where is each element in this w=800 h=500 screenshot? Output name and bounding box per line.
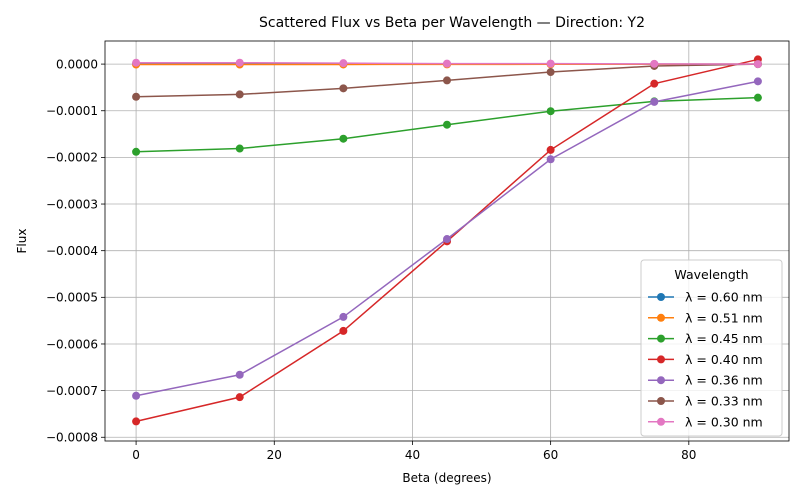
data-point: [443, 120, 451, 129]
legend-label: λ = 0.60 nm: [685, 290, 763, 305]
legend-marker: [657, 355, 665, 364]
legend-item: λ = 0.36 nm: [648, 373, 763, 388]
data-point: [235, 144, 244, 153]
y-tick-label: −0.0007: [46, 384, 98, 398]
legend-label: λ = 0.40 nm: [685, 352, 763, 367]
series-4: [132, 77, 762, 400]
legend-label: λ = 0.51 nm: [685, 310, 763, 325]
data-point: [235, 58, 244, 67]
data-point: [339, 84, 348, 93]
data-point: [546, 68, 555, 77]
y-tick-label: 0.0000: [56, 57, 98, 71]
legend-marker: [657, 334, 665, 343]
data-point: [132, 58, 141, 67]
y-tick-label: −0.0006: [46, 337, 98, 351]
y-tick-label: −0.0001: [46, 104, 98, 118]
data-point: [235, 370, 244, 379]
x-axis: 0 20 40 60 80: [132, 441, 696, 462]
y-axis: 0.0000 −0.0001 −0.0002 −0.0003 −0.0004 −0.000…: [46, 57, 105, 445]
data-point: [753, 93, 762, 102]
data-point: [132, 417, 141, 426]
legend-label: λ = 0.45 nm: [685, 331, 763, 346]
data-point: [339, 312, 348, 321]
legend-marker: [657, 376, 665, 385]
legend-marker: [657, 397, 665, 405]
y-tick-label: −0.0005: [46, 291, 98, 305]
data-point: [546, 59, 555, 68]
series-2: [132, 93, 762, 156]
data-point: [132, 391, 141, 400]
legend-marker: [657, 417, 665, 426]
plot-frame: [104, 40, 790, 442]
legend: Wavelength λ = 0.60 nm λ = 0.51 nm λ = 0.45…: [640, 259, 783, 437]
data-point: [753, 77, 762, 86]
data-point: [650, 97, 659, 106]
data-point: [650, 79, 659, 88]
series-layer: [132, 55, 762, 426]
legend-item: λ = 0.60 nm: [648, 290, 763, 305]
legend-item: λ = 0.33 nm: [648, 394, 763, 409]
legend-item: λ = 0.45 nm: [648, 331, 763, 346]
data-point: [546, 145, 555, 154]
y-axis-label: Flux: [15, 229, 29, 254]
y-tick-label: −0.0004: [46, 244, 98, 258]
chart-title: Scattered Flux vs Beta per Wavelength — …: [259, 15, 645, 31]
data-point: [339, 326, 348, 335]
legend-box: [640, 259, 783, 437]
data-point: [753, 60, 762, 69]
data-point: [235, 90, 244, 99]
legend-label: λ = 0.30 nm: [685, 414, 763, 429]
data-point: [443, 59, 451, 68]
x-tick-label: 60: [543, 448, 558, 462]
data-point: [339, 59, 348, 68]
data-point: [650, 59, 659, 68]
legend-title: Wavelength: [674, 267, 748, 282]
y-tick-label: −0.0003: [46, 197, 98, 211]
data-point: [132, 147, 141, 156]
legend-item: λ = 0.51 nm: [648, 310, 763, 325]
y-tick-label: −0.0008: [46, 431, 98, 445]
data-point: [546, 155, 555, 164]
legend-marker: [657, 313, 665, 322]
legend-label: λ = 0.33 nm: [685, 394, 763, 409]
legend-label: λ = 0.36 nm: [685, 373, 763, 388]
legend-item: λ = 0.40 nm: [648, 352, 763, 367]
x-tick-label: 20: [267, 448, 282, 462]
data-point: [339, 134, 348, 143]
data-point: [546, 107, 555, 116]
data-point: [132, 92, 141, 101]
y-tick-label: −0.0002: [46, 151, 98, 165]
series-6: [132, 58, 762, 69]
x-axis-label: Beta (degrees): [402, 471, 491, 485]
legend-item: λ = 0.30 nm: [648, 414, 763, 429]
data-point: [235, 393, 244, 402]
x-tick-label: 0: [132, 448, 140, 462]
x-tick-label: 80: [681, 448, 696, 462]
legend-marker: [657, 293, 665, 301]
data-point: [443, 76, 451, 85]
x-tick-label: 40: [405, 448, 420, 462]
data-point: [443, 235, 451, 244]
